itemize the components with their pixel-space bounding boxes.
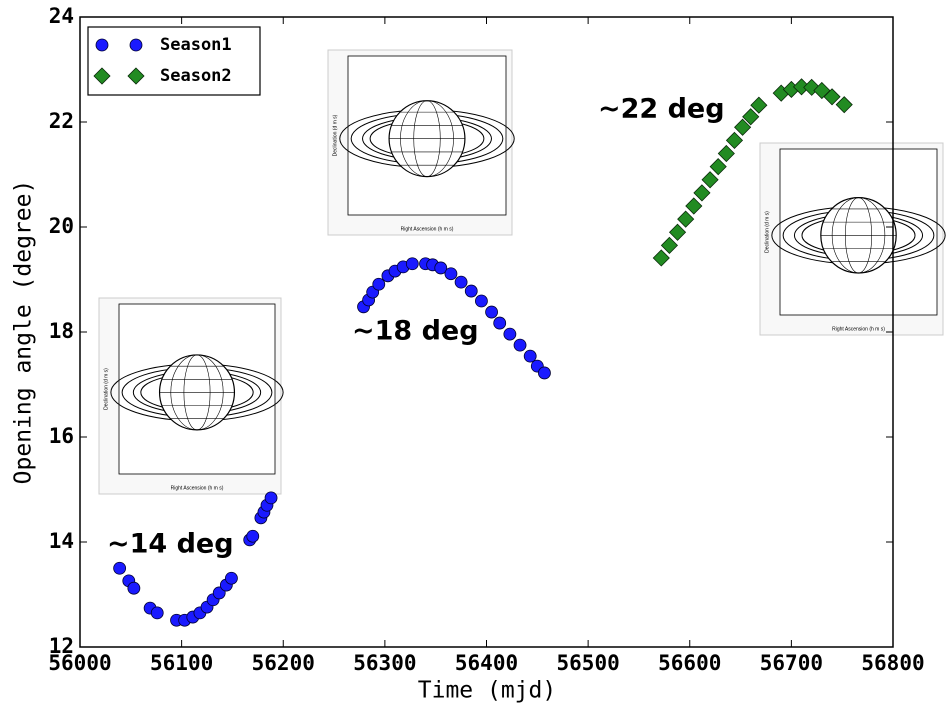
point [709, 158, 727, 176]
point [523, 349, 537, 363]
point [454, 275, 468, 289]
point [734, 118, 752, 136]
point [660, 236, 678, 254]
point [835, 96, 853, 114]
point [464, 284, 478, 298]
annotation: ~14 deg [107, 529, 234, 560]
y-tick-label: 16 [49, 424, 74, 448]
point [693, 184, 711, 202]
point [701, 171, 719, 189]
x-tick-label: 56500 [557, 651, 620, 675]
inset-y-label: Declination (d m s) [764, 211, 770, 253]
y-tick-label: 12 [49, 634, 74, 658]
point [444, 267, 458, 281]
point [246, 529, 260, 543]
legend-box [87, 26, 261, 96]
point [225, 571, 238, 585]
y-tick-label: 14 [49, 529, 74, 553]
point [127, 581, 141, 595]
point [493, 316, 507, 330]
point [668, 223, 687, 241]
x-axis-label: Time (mjd) [418, 678, 556, 704]
point [538, 366, 551, 380]
point [742, 108, 760, 126]
point [725, 131, 744, 149]
point [485, 305, 498, 319]
inset-x-label: Right Ascension (h m s) [832, 326, 885, 332]
legend-label: Season1 [160, 35, 232, 55]
legend-marker [95, 38, 109, 52]
point [264, 491, 278, 505]
point [405, 257, 419, 271]
inset-x-label: Right Ascension (h m s) [401, 226, 454, 232]
inset-y-label: Declination (d m s) [103, 368, 109, 410]
point [513, 338, 527, 352]
y-tick-label: 18 [49, 319, 74, 343]
point [372, 277, 386, 291]
point [750, 96, 768, 114]
inset-x-label: Right Ascension (h m s) [171, 485, 224, 491]
point [685, 197, 703, 215]
y-tick-label: 24 [49, 4, 74, 28]
annotation: ~22 deg [598, 94, 725, 125]
x-tick-label: 56800 [861, 651, 924, 675]
x-tick-label: 56700 [760, 651, 823, 675]
point [150, 606, 164, 620]
point [113, 561, 127, 575]
point [652, 249, 670, 267]
annotation: ~18 deg [352, 316, 479, 347]
y-axis-label: Opening angle (degree) [11, 180, 37, 485]
x-tick-label: 56400 [455, 651, 518, 675]
x-tick-label: 56300 [353, 651, 416, 675]
point [475, 294, 488, 308]
y-tick-label: 20 [49, 214, 74, 238]
y-tick-label: 22 [49, 109, 74, 133]
legend-marker [129, 38, 143, 52]
legend-label: Season2 [160, 66, 232, 86]
x-tick-label: 56200 [252, 651, 315, 675]
x-tick-label: 56600 [658, 651, 721, 675]
legend-marker [127, 67, 145, 85]
legend-marker [93, 67, 111, 85]
x-tick-label: 56000 [48, 651, 111, 675]
point [434, 261, 448, 275]
point [677, 210, 695, 228]
point [503, 327, 517, 341]
inset-y-label: Declination (d m s) [332, 114, 338, 156]
point [823, 88, 841, 106]
x-tick-label: 56100 [150, 651, 213, 675]
point [717, 144, 735, 163]
